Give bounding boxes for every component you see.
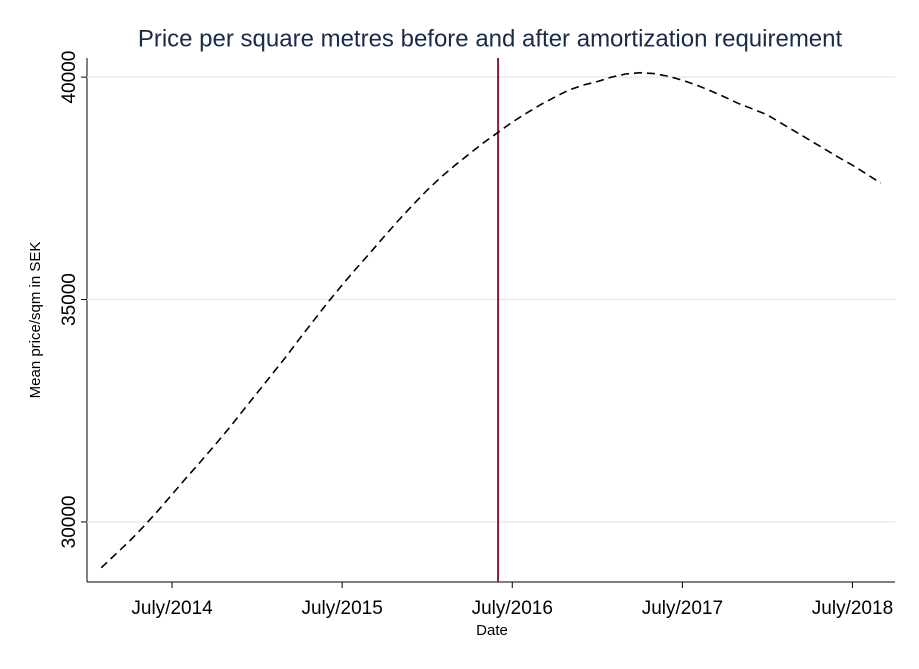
y-axis-label: Mean price/sqm in SEK: [27, 242, 44, 399]
y-tick-label: 40000: [59, 51, 80, 104]
x-tick-label: July/2015: [301, 598, 382, 619]
data-line: [100, 71, 882, 569]
y-tick-label: 30000: [59, 496, 80, 549]
x-tick-label: July/2014: [131, 598, 213, 619]
x-tick-label: July/2017: [642, 598, 723, 619]
x-tick-label: July/2016: [472, 598, 553, 619]
x-axis-label: Date: [476, 622, 508, 639]
x-tick-label: July/2018: [812, 598, 893, 619]
y-tick-label: 35000: [59, 273, 80, 326]
chart-title: Price per square metres before and after…: [138, 25, 843, 52]
